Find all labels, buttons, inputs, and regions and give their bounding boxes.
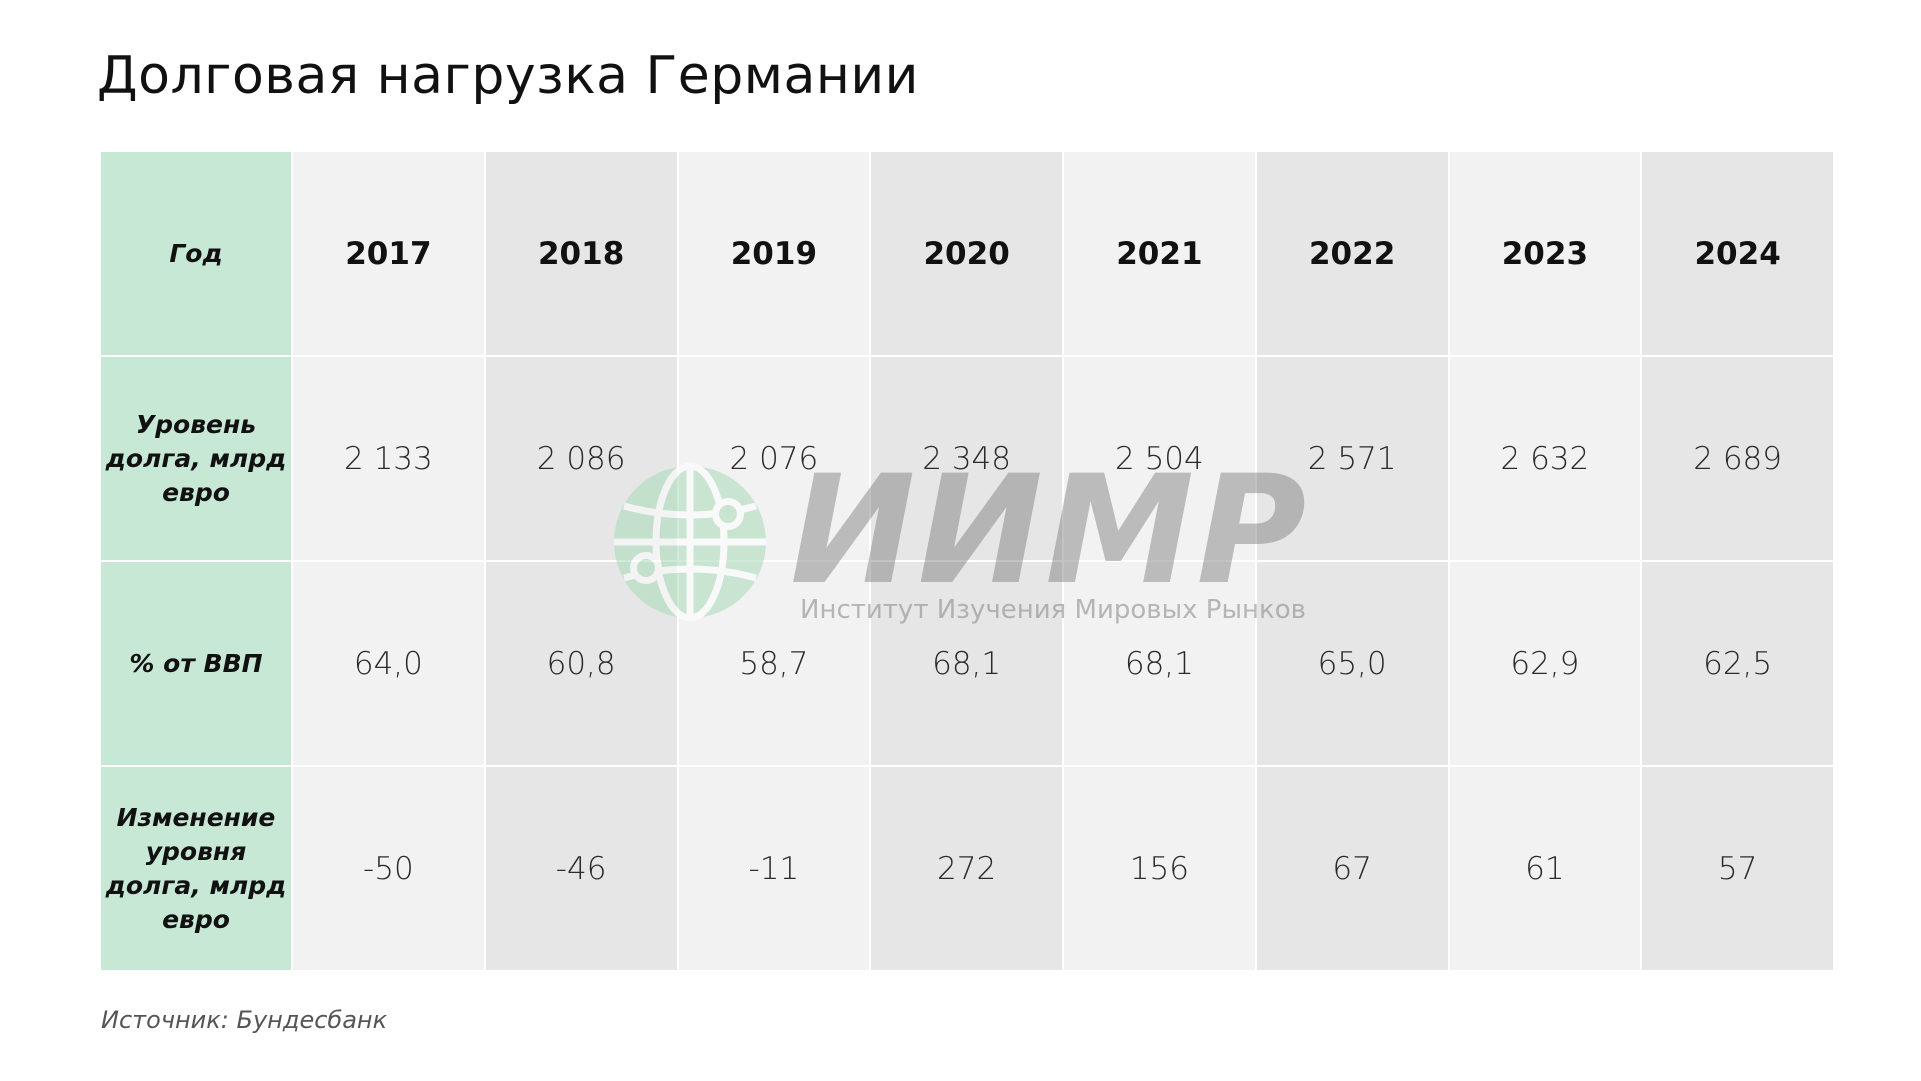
year-cell: 2024 (1640, 150, 1835, 357)
debt-table: Год 2017 2018 2019 2020 2021 2022 2023 2… (99, 150, 1835, 972)
year-cell: 2020 (869, 150, 1064, 357)
table-row-debt-change: Изменение уровня долга, млрд евро -50 -4… (99, 765, 1835, 972)
table-cell: 2 689 (1640, 355, 1835, 562)
table-cell: -50 (291, 765, 486, 972)
table-cell: 68,1 (1062, 560, 1257, 767)
year-cell: 2022 (1254, 150, 1450, 357)
table-cell: 2 632 (1447, 355, 1643, 562)
table-cell: 64,0 (291, 560, 486, 767)
year-cell: 2023 (1447, 150, 1643, 357)
table-cell: 67 (1254, 765, 1450, 972)
table-cell: 156 (1062, 765, 1257, 972)
table-cell: 65,0 (1254, 560, 1450, 767)
year-cell: 2021 (1062, 150, 1257, 357)
data-table-wrapper: Год 2017 2018 2019 2020 2021 2022 2023 2… (99, 150, 1835, 972)
source-note: Источник: Бундесбанк (101, 1006, 388, 1034)
table-cell: 2 504 (1062, 355, 1257, 562)
table-cell: 272 (869, 765, 1064, 972)
table-cell: 57 (1640, 765, 1835, 972)
table-row-gdp-share: % от ВВП 64,0 60,8 58,7 68,1 68,1 65,0 6… (99, 560, 1835, 767)
table-cell: 68,1 (869, 560, 1064, 767)
table-cell: 2 086 (483, 355, 679, 562)
table-cell: 2 348 (869, 355, 1064, 562)
table-cell: 58,7 (676, 560, 872, 767)
table-row-years: Год 2017 2018 2019 2020 2021 2022 2023 2… (99, 150, 1835, 357)
table-cell: 2 571 (1254, 355, 1450, 562)
table-cell: 62,5 (1640, 560, 1835, 767)
row-header-debt-level: Уровень долга, млрд евро (99, 355, 293, 562)
year-cell: 2018 (483, 150, 679, 357)
page-title: Долговая нагрузка Германии (97, 46, 919, 106)
row-header-gdp-share: % от ВВП (99, 560, 293, 767)
table-cell: 2 133 (291, 355, 486, 562)
table-cell: 62,9 (1447, 560, 1643, 767)
table-cell: -46 (483, 765, 679, 972)
year-cell: 2019 (676, 150, 872, 357)
row-header-year: Год (99, 150, 293, 357)
table-cell: -11 (676, 765, 872, 972)
table-cell: 2 076 (676, 355, 872, 562)
table-cell: 60,8 (483, 560, 679, 767)
row-header-debt-change: Изменение уровня долга, млрд евро (99, 765, 293, 972)
year-cell: 2017 (291, 150, 486, 357)
table-row-debt-level: Уровень долга, млрд евро 2 133 2 086 2 0… (99, 355, 1835, 562)
table-cell: 61 (1447, 765, 1643, 972)
